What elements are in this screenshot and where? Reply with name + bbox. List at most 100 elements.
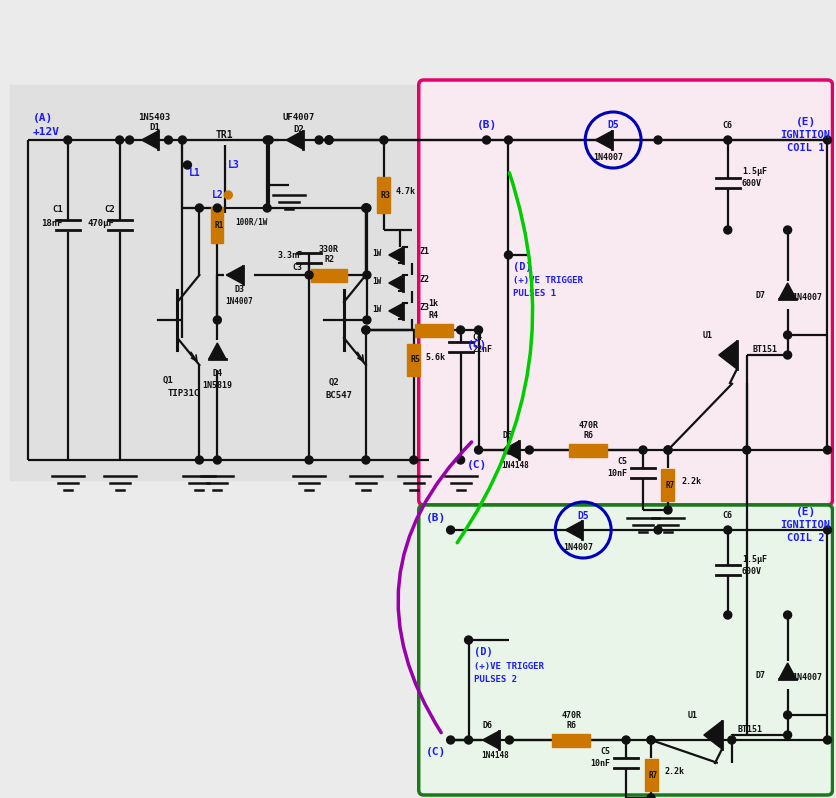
Text: BC547: BC547 [325,390,352,400]
Circle shape [363,204,370,212]
Polygon shape [389,247,403,263]
Circle shape [464,636,472,644]
Circle shape [304,456,313,464]
Circle shape [213,204,221,212]
Circle shape [782,331,791,339]
Text: 1W: 1W [371,305,380,314]
Polygon shape [226,266,243,284]
Text: D6: D6 [502,432,512,440]
Circle shape [782,611,791,619]
Text: 1W: 1W [371,250,380,259]
Circle shape [265,136,273,144]
Text: 2.2k: 2.2k [664,767,684,776]
Circle shape [653,136,661,144]
Circle shape [361,204,370,212]
Bar [660,469,674,501]
Text: 1N4148: 1N4148 [501,461,528,471]
Circle shape [646,736,655,744]
Polygon shape [389,303,403,318]
Text: C2: C2 [104,206,115,215]
Circle shape [361,326,370,334]
Circle shape [195,456,203,464]
Text: L1: L1 [188,168,200,178]
Bar [10,85,423,480]
FancyArrowPatch shape [456,172,532,543]
Circle shape [823,136,830,144]
Bar [415,323,452,337]
Text: (A): (A) [33,113,54,123]
Text: (+)VE TRIGGER: (+)VE TRIGGER [473,662,543,670]
Text: PULSES 1: PULSES 1 [512,290,556,298]
Circle shape [361,456,370,464]
Circle shape [474,326,482,334]
Text: 330R: 330R [319,244,339,254]
Text: (E): (E) [794,507,815,517]
Circle shape [263,136,271,144]
Text: (B): (B) [425,513,445,523]
Text: R4: R4 [428,310,438,319]
Circle shape [823,736,830,744]
FancyBboxPatch shape [418,80,832,505]
Circle shape [663,506,671,514]
Text: 1N5819: 1N5819 [202,381,232,389]
Polygon shape [286,131,303,149]
Circle shape [504,446,512,454]
Bar [311,268,347,282]
Circle shape [314,136,323,144]
Circle shape [504,136,512,144]
Text: C6: C6 [722,511,732,519]
Text: 1N4007: 1N4007 [792,674,822,682]
Polygon shape [141,131,158,149]
Text: C1: C1 [52,206,63,215]
Text: Z3: Z3 [419,302,429,311]
Circle shape [723,611,731,619]
Text: IGNITION: IGNITION [780,520,829,530]
Text: COIL 2: COIL 2 [786,533,823,543]
Circle shape [224,191,232,199]
Text: 470R: 470R [561,710,580,720]
Polygon shape [502,441,518,459]
Circle shape [361,204,370,212]
Text: 1N4007: 1N4007 [593,153,623,163]
Circle shape [165,136,172,144]
Text: R7: R7 [665,480,674,489]
Bar [407,344,420,376]
Polygon shape [209,343,226,358]
Text: 1N4007: 1N4007 [792,294,822,302]
Text: (C): (C) [466,460,486,470]
Text: D7: D7 [755,670,765,680]
Text: (B): (B) [476,120,496,130]
Circle shape [646,736,655,744]
Text: 1N4007: 1N4007 [563,543,593,552]
Circle shape [723,526,731,534]
Text: 10nF: 10nF [606,469,626,479]
Text: 3.3nF: 3.3nF [277,251,302,259]
Bar [644,759,657,791]
Polygon shape [778,283,795,298]
Circle shape [446,736,454,744]
Circle shape [723,226,731,234]
Circle shape [782,351,791,359]
Circle shape [456,326,464,334]
Circle shape [646,794,655,798]
Bar [212,207,223,243]
Text: Q2: Q2 [329,377,339,386]
Text: C6: C6 [722,120,732,129]
Text: PULSES 2: PULSES 2 [473,674,516,684]
Text: 1k: 1k [428,299,438,309]
Circle shape [482,136,490,144]
Text: IGNITION: IGNITION [780,130,829,140]
Circle shape [263,204,271,212]
Circle shape [653,526,661,534]
Circle shape [663,446,671,454]
Text: C4: C4 [472,334,482,342]
Text: U1: U1 [702,330,712,339]
Text: (D): (D) [473,647,492,657]
Bar [377,177,390,213]
Text: 10nF: 10nF [589,760,609,768]
Circle shape [823,526,830,534]
Circle shape [304,271,313,279]
Text: D5: D5 [577,511,589,521]
Bar [552,733,589,746]
Text: 1.5µF: 1.5µF [741,555,766,563]
